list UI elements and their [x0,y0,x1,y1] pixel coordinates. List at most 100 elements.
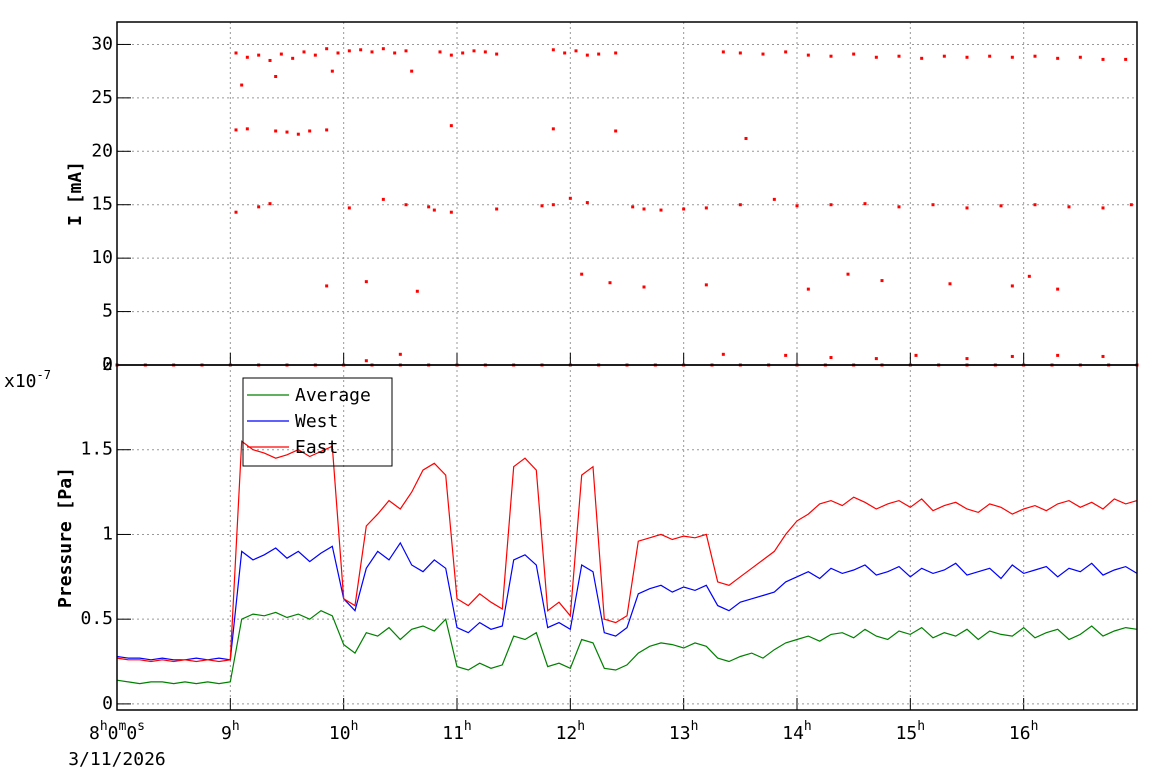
series-line [116,610,1138,685]
data-point [347,49,351,53]
data-point [410,69,414,73]
data-point [846,272,850,276]
x-tick-label: 11h [442,719,472,744]
data-point [659,208,663,212]
data-point [274,129,278,133]
data-point [1129,203,1133,207]
x-tick-label: 15h [896,719,926,744]
data-point [829,203,833,207]
data-point [761,52,765,56]
y-tick-label: 20 [91,140,113,161]
data-point [398,352,402,356]
data-point [285,130,289,134]
data-point [721,50,725,54]
data-point [784,50,788,54]
legend-label: West [295,411,338,432]
data-point [449,210,453,214]
data-point [585,201,589,205]
data-point [483,50,487,54]
data-point [438,50,442,54]
data-point [738,51,742,55]
series-line [116,440,1138,663]
data-point [914,353,918,357]
data-point [772,197,776,201]
data-point [432,208,436,212]
y-tick-label: 0 [102,354,113,375]
data-point [325,47,329,51]
data-point [291,56,295,60]
data-point [942,54,946,58]
x-tick-label: 12h [556,719,586,744]
data-point [364,359,368,363]
data-point [1027,274,1031,278]
data-point [1033,54,1037,58]
data-point [551,48,555,52]
data-point [257,53,261,57]
data-point [1056,56,1060,60]
y-tick-label: 30 [91,33,113,54]
data-point [404,203,408,207]
data-point [449,53,453,57]
data-point [551,127,555,131]
data-point [370,50,374,54]
data-point [234,128,238,132]
legend-label: East [295,437,338,458]
data-point [965,206,969,210]
data-point [744,136,748,140]
data-point [897,205,901,209]
data-point [245,127,249,131]
time-offset-label: 3/11/2026 [68,749,166,770]
data-point [1078,55,1082,59]
data-point [563,51,567,55]
data-point [1124,57,1128,61]
y-tick-label: 0 [102,693,113,714]
data-point [568,196,572,200]
data-point [234,51,238,55]
data-point [806,287,810,291]
data-point [704,206,708,210]
data-point [863,202,867,206]
y-multiplier: x10-7 [4,368,51,393]
data-point [279,52,283,56]
data-point [268,58,272,62]
data-point [495,207,499,211]
data-point [1056,353,1060,357]
legend-label: Average [295,385,371,406]
data-point [920,56,924,60]
data-point [336,51,340,55]
data-point [999,204,1003,208]
x-tick-label: 8h0m0s [89,719,145,744]
data-point [393,51,397,55]
y-tick-label: 25 [91,87,113,108]
data-point [874,357,878,361]
x-tick-label: 16h [1009,719,1039,744]
data-point [313,53,317,57]
data-point [404,49,408,53]
data-point [931,203,935,207]
data-point [574,49,578,53]
data-point [1067,205,1071,209]
y-tick-label: 10 [91,247,113,268]
x-tick-label: 9h [221,719,240,744]
data-point [580,272,584,276]
data-point [257,205,261,209]
data-point [381,47,385,51]
data-point [631,205,635,209]
data-point [495,52,499,56]
y-tick-label: 1 [102,523,113,544]
data-point [296,132,300,136]
data-point [948,282,952,286]
data-point [1101,354,1105,358]
data-point [704,283,708,287]
data-point [829,356,833,360]
data-point [1010,55,1014,59]
data-point [472,49,476,53]
data-point [642,285,646,289]
data-point [347,206,351,210]
data-point [302,50,306,54]
data-point [268,202,272,206]
x-tick-label: 13h [669,719,699,744]
data-point [364,280,368,284]
data-point [585,53,589,57]
